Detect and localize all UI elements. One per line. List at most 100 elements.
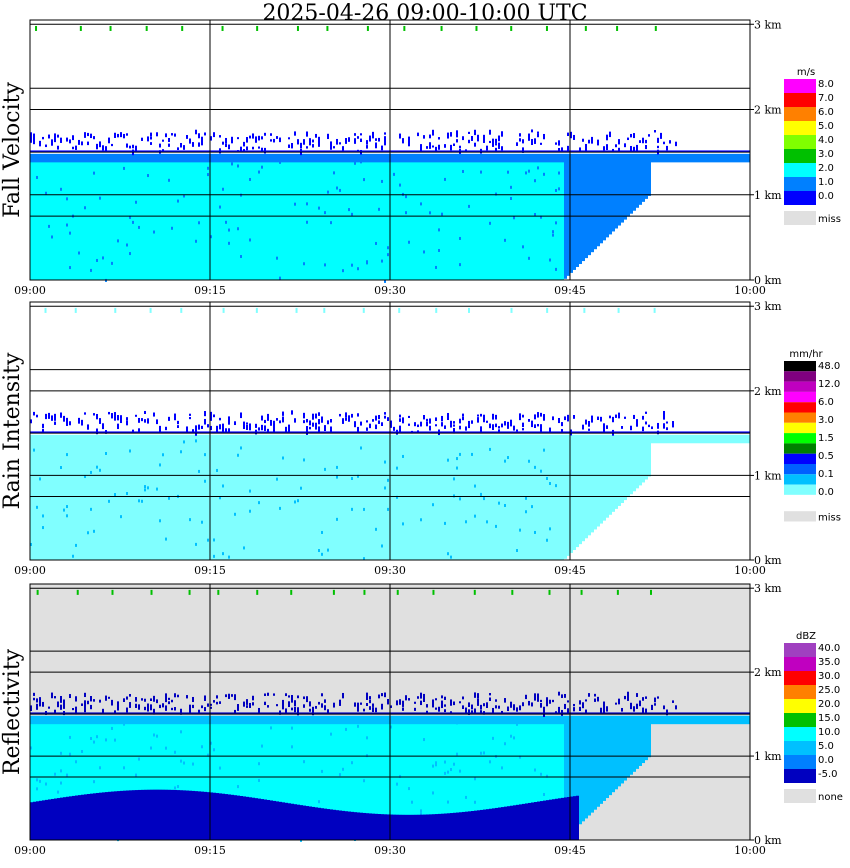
panel-label: Rain Intensity: [0, 352, 25, 509]
legend-label: 12.0: [818, 379, 840, 390]
legend-swatch: [784, 685, 816, 699]
legend-label: 3.0: [818, 149, 834, 160]
legend-swatch: [784, 149, 816, 163]
legend-swatch: [784, 443, 816, 454]
legend-label: 48.0: [818, 361, 840, 372]
legend-label: 8.0: [818, 79, 834, 90]
legend-label: miss: [818, 512, 841, 523]
legend-swatch: [784, 412, 816, 423]
legend-swatch: [784, 643, 816, 657]
rain-field: [30, 25, 750, 283]
y-tick-label: 0 km: [754, 554, 782, 567]
y-tick-label: 1 km: [754, 469, 782, 482]
legend-swatch: [784, 107, 816, 121]
plot-frame: [29, 301, 751, 561]
x-tick-label: 09:00: [14, 844, 46, 857]
legend-swatch: [784, 789, 816, 803]
rain-field: [30, 307, 750, 561]
legend-label: 1.0: [818, 177, 834, 188]
legend-label: 20.0: [818, 699, 840, 710]
legend-swatch: [784, 511, 816, 522]
legend-label: 0.5: [818, 451, 834, 462]
legend: m/s8.0 7.0 6.0 5.0 4.0 3.0 2.0 1.0 0.0 miss: [784, 67, 841, 225]
x-tick-label: 09:15: [194, 564, 226, 577]
legend-swatch: [784, 494, 816, 506]
x-tick-label: 10:00: [734, 564, 766, 577]
legend-label: 10.0: [818, 727, 840, 738]
legend-swatch: [784, 391, 816, 403]
x-tick-label: 10:00: [734, 844, 766, 857]
legend-swatch: [784, 211, 816, 225]
plot-frame: [29, 583, 751, 841]
legend-unit: m/s: [797, 67, 815, 78]
panel-2: 09:00 09:15 09:30 09:45 10:000 km 1 km 2 km 3 k…: [0, 300, 841, 577]
x-tick-label: 10:00: [734, 284, 766, 297]
x-tick-label: 09:15: [194, 284, 226, 297]
legend-swatch: [784, 769, 816, 783]
legend-swatch: [784, 484, 816, 495]
legend-label: 5.0: [818, 741, 834, 752]
legend-label: -5.0: [818, 769, 838, 780]
panel-1: 09:00 09:15 09:30 09:45 10:000 km 1 km 2 km 3 k…: [0, 18, 841, 297]
rain-field: [30, 589, 750, 842]
legend-swatch: [784, 402, 816, 413]
legend-swatch: [784, 135, 816, 149]
y-tick-label: 3 km: [754, 300, 782, 313]
legend-label: 0.0: [818, 191, 834, 202]
legend-swatch: [784, 755, 816, 769]
legend-swatch: [784, 741, 816, 755]
legend-swatch: [784, 657, 816, 671]
y-tick-label: 1 km: [754, 189, 782, 202]
x-tick-label: 09:30: [374, 844, 406, 857]
x-tick-label: 09:45: [554, 844, 586, 857]
legend-label: none: [818, 792, 843, 803]
legend-label: 0.0: [818, 755, 834, 766]
legend-swatch: [784, 699, 816, 713]
legend-swatch: [784, 177, 816, 191]
legend-swatch: [784, 422, 816, 434]
legend-label: 0.0: [818, 487, 834, 498]
legend-label: 25.0: [818, 685, 840, 696]
legend-swatch: [784, 163, 816, 177]
legend-swatch: [784, 727, 816, 741]
y-tick-label: 3 km: [754, 582, 782, 595]
x-tick-label: 09:45: [554, 284, 586, 297]
panel-3: 09:00 09:15 09:30 09:45 10:000 km 1 km 2 km 3 k…: [0, 582, 843, 857]
x-tick-label: 09:00: [14, 284, 46, 297]
legend-label: 30.0: [818, 671, 840, 682]
y-tick-label: 2 km: [754, 666, 782, 679]
legend-swatch: [784, 433, 816, 444]
legend-label: 3.0: [818, 415, 834, 426]
legend-label: 40.0: [818, 643, 840, 654]
legend-label: 6.0: [818, 107, 834, 118]
legend-unit: mm/hr: [789, 349, 823, 360]
x-tick-label: 09:15: [194, 844, 226, 857]
legend-label: miss: [818, 214, 841, 225]
y-tick-label: 2 km: [754, 104, 782, 117]
legend-swatch: [784, 191, 816, 205]
legend-label: 5.0: [818, 121, 834, 132]
legend-label: 1.5: [818, 433, 834, 444]
legend-label: 0.1: [818, 469, 834, 480]
legend-label: 4.0: [818, 135, 834, 146]
y-tick-label: 0 km: [754, 274, 782, 287]
legend-swatch: [784, 453, 816, 464]
legend-label: 15.0: [818, 713, 840, 724]
legend-swatch: [784, 79, 816, 93]
panel-label: Reflectivity: [0, 648, 25, 775]
y-tick-label: 3 km: [754, 18, 782, 31]
y-tick-label: 2 km: [754, 385, 782, 398]
y-tick-label: 1 km: [754, 750, 782, 763]
y-tick-label: 0 km: [754, 834, 782, 847]
legend-swatch: [784, 464, 816, 475]
x-tick-label: 09:00: [14, 564, 46, 577]
legend-swatch: [784, 713, 816, 727]
panel-label: Fall Velocity: [0, 82, 25, 218]
x-tick-label: 09:45: [554, 564, 586, 577]
legend-swatch: [784, 371, 816, 382]
legend-label: 2.0: [818, 163, 834, 174]
legend-swatch: [784, 361, 816, 372]
